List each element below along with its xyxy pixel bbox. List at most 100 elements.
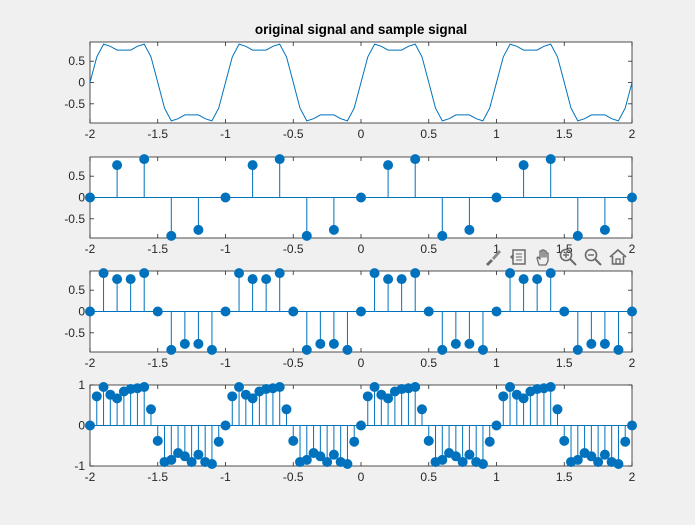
y-tick-label: 0 <box>78 419 85 433</box>
stem-marker <box>281 404 292 415</box>
stem-marker <box>586 451 597 462</box>
stem-marker <box>477 458 488 469</box>
stem-marker <box>139 268 150 279</box>
y-tick-label: 1 <box>78 378 85 392</box>
x-tick-label: 1 <box>493 470 500 484</box>
x-tick-label: 1 <box>493 127 500 141</box>
y-tick-label: 0 <box>78 191 85 205</box>
stem-marker <box>193 338 204 349</box>
stem-marker <box>85 192 95 203</box>
x-tick-label: 2 <box>629 356 636 370</box>
stem-marker <box>545 154 556 165</box>
x-tick-label: -1.5 <box>147 127 168 141</box>
stem-marker <box>383 160 394 171</box>
zoom-in-icon[interactable] <box>557 246 579 268</box>
x-tick-label: -1 <box>220 242 231 256</box>
stem-marker <box>220 192 231 203</box>
x-tick-label: 0 <box>358 242 365 256</box>
stem-marker <box>559 435 570 446</box>
stem-marker <box>593 456 604 467</box>
stem-marker <box>315 451 326 462</box>
x-tick-label: 2 <box>629 242 636 256</box>
stem-marker <box>98 268 109 279</box>
stem-marker <box>112 393 123 404</box>
stem-marker <box>572 454 583 465</box>
stem-marker <box>179 451 190 462</box>
y-tick-label: -0.5 <box>64 326 85 340</box>
stem-marker <box>356 192 366 203</box>
x-tick-label: -1 <box>220 470 231 484</box>
zoom-out-icon[interactable] <box>582 246 604 268</box>
stem-marker <box>356 420 366 431</box>
y-tick-label: 0 <box>78 76 85 90</box>
stem-marker <box>545 382 556 393</box>
stem-marker <box>437 454 448 465</box>
axes-toolbar <box>482 244 634 270</box>
stem-marker <box>599 449 610 460</box>
stem-marker <box>498 391 509 402</box>
stem-marker <box>518 393 529 404</box>
brush-icon[interactable] <box>482 246 504 268</box>
stem-marker <box>328 224 339 235</box>
stem-marker <box>206 458 217 469</box>
x-tick-label: -0.5 <box>283 470 304 484</box>
stem-marker <box>247 274 258 285</box>
stem-marker <box>450 338 461 349</box>
stem-marker <box>410 382 421 393</box>
stem-marker <box>416 404 427 415</box>
x-tick-label: 1.5 <box>556 127 573 141</box>
stem-marker <box>288 306 299 317</box>
stem-marker <box>139 154 150 165</box>
y-tick-label: 0.5 <box>68 169 85 183</box>
x-tick-label: 2 <box>629 470 636 484</box>
x-tick-label: 0.5 <box>420 470 437 484</box>
stem-marker <box>139 382 150 393</box>
pan-hand-icon[interactable] <box>532 246 554 268</box>
stem-marker <box>362 391 373 402</box>
home-icon[interactable] <box>607 246 629 268</box>
x-tick-label: -2 <box>85 242 96 256</box>
stem-marker <box>572 230 583 241</box>
x-tick-label: -0.5 <box>283 242 304 256</box>
stem-marker <box>599 224 610 235</box>
stem-marker <box>166 230 177 241</box>
stem-marker <box>213 436 224 447</box>
x-tick-label: -1.5 <box>147 470 168 484</box>
x-tick-label: 0 <box>358 356 365 370</box>
stem-marker <box>545 268 556 279</box>
x-tick-label: -1.5 <box>147 356 168 370</box>
stem-marker <box>301 230 312 241</box>
stem-marker <box>450 451 461 462</box>
data-tips-icon[interactable] <box>507 246 529 268</box>
stem-marker <box>410 154 421 165</box>
stem-marker <box>227 391 238 402</box>
y-tick-label: 0.5 <box>68 283 85 297</box>
stem-marker <box>559 306 570 317</box>
stem-marker <box>274 268 285 279</box>
y-tick-label: -0.5 <box>64 212 85 226</box>
stem-marker <box>505 382 516 393</box>
stem-marker <box>85 306 95 317</box>
stem-marker <box>383 274 394 285</box>
x-tick-label: 1.5 <box>556 470 573 484</box>
stem-marker <box>98 382 109 393</box>
stem-marker <box>356 306 366 317</box>
stem-marker <box>234 382 245 393</box>
x-tick-label: 1 <box>493 356 500 370</box>
stem-marker <box>186 456 197 467</box>
x-tick-label: 0 <box>358 470 365 484</box>
stem-marker <box>505 268 516 279</box>
chart-title: original signal and sample signal <box>255 22 467 37</box>
x-tick-label: -0.5 <box>283 127 304 141</box>
stem-marker <box>274 382 285 393</box>
stem-marker <box>193 224 204 235</box>
stem-marker <box>491 306 502 317</box>
stem-marker <box>627 420 637 431</box>
x-tick-label: 1 <box>493 242 500 256</box>
stem-marker <box>457 456 468 467</box>
x-tick-label: -1 <box>220 127 231 141</box>
stem-marker <box>477 344 488 355</box>
stem-marker <box>220 420 231 431</box>
stem-marker <box>274 154 285 165</box>
stem-marker <box>322 456 333 467</box>
